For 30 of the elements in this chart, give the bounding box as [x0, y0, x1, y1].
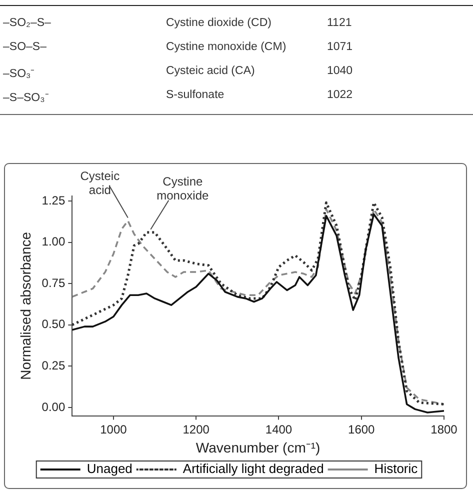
- text: Cystine dioxide (CD): [166, 17, 272, 29]
- y-tick-label: 1.00: [42, 234, 66, 249]
- legend-label: Historic: [374, 461, 418, 476]
- y-axis-title: Normalised absorbance: [17, 232, 34, 380]
- x-axis-title: Wavenumber (cm⁻¹): [196, 439, 320, 456]
- text: 1071: [327, 41, 353, 53]
- annotation: Cysteic acid: [80, 169, 120, 198]
- text: –SO₃⁻: [3, 67, 35, 80]
- y-tick-label: 0.50: [42, 317, 66, 332]
- y-tick-label: 0.25: [42, 358, 66, 373]
- text: Cystine monoxide (CM): [166, 41, 286, 53]
- x-tick-label: 1600: [348, 422, 376, 436]
- annotation: Cystine monoxide: [156, 174, 209, 203]
- legend-label: Artificially light degraded: [182, 461, 324, 476]
- text: S-sulfonate: [166, 89, 224, 101]
- x-tick-label: 1400: [265, 422, 292, 436]
- text: –S–SO₃⁻: [3, 91, 49, 104]
- legend-label: Unaged: [86, 461, 132, 476]
- text: 1040: [327, 65, 353, 77]
- y-tick-label: 0.75: [42, 276, 66, 290]
- text: Cysteic acid (CA): [166, 65, 255, 77]
- text: –SO–S–: [3, 41, 46, 53]
- text: 1121: [327, 17, 352, 29]
- x-tick-label: 1800: [430, 422, 458, 436]
- y-tick-label: 1.25: [42, 193, 66, 208]
- x-tick-label: 1000: [100, 422, 128, 436]
- y-tick-label: 0.00: [42, 400, 66, 414]
- x-tick-label: 1200: [182, 422, 210, 436]
- text: –SO₂–S–: [3, 17, 51, 29]
- text: 1022: [327, 89, 353, 101]
